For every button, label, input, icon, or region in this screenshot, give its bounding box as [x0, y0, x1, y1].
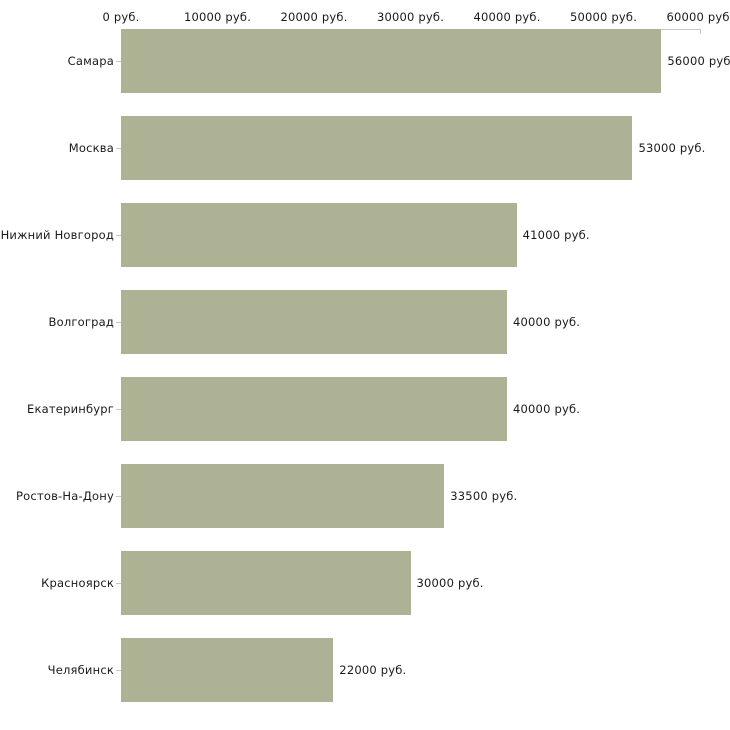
y-axis-tick — [116, 583, 121, 584]
bar[interactable] — [121, 203, 517, 267]
x-axis-tick — [700, 29, 701, 34]
bar[interactable] — [121, 464, 445, 528]
bar-value-label: 33500 руб. — [450, 489, 518, 503]
y-axis-tick — [116, 670, 121, 671]
y-axis-category-label: Ростов-На-Дону — [16, 489, 114, 503]
y-axis-tick — [116, 148, 121, 149]
x-axis-tick-label: 20000 руб. — [280, 10, 348, 24]
bar[interactable] — [121, 377, 507, 441]
y-axis-tick — [116, 409, 121, 410]
x-axis-tick-label: 50000 руб. — [569, 10, 638, 24]
y-axis-tick — [116, 235, 121, 236]
y-axis-category-labels: Самара Москва Нижний Новгород Волгоград Екат… — [0, 0, 114, 730]
y-axis-tick — [116, 496, 121, 497]
y-axis-category-label: Волгоград — [48, 315, 114, 329]
x-axis-tick-label: 60000 руб. — [666, 10, 730, 24]
bar-value-label: 22000 руб. — [339, 663, 407, 677]
bar[interactable] — [121, 116, 633, 180]
x-axis-tick-label: 30000 руб. — [376, 10, 445, 24]
y-axis-category-label: Нижний Новгород — [0, 228, 114, 242]
x-axis-tick-label: 40000 руб. — [473, 10, 541, 24]
bar-value-label: 41000 руб. — [522, 228, 590, 242]
bar[interactable] — [121, 551, 411, 615]
y-axis-category-label: Самара — [67, 54, 114, 68]
bar-value-label: 30000 руб. — [416, 576, 484, 590]
x-axis-tick-label: 10000 руб. — [183, 10, 252, 24]
bar-value-label: 53000 руб. — [638, 141, 706, 155]
y-axis-category-label: Екатеринбург — [27, 402, 114, 416]
bar-value-label: 56000 руб. — [667, 54, 730, 68]
bar[interactable] — [121, 290, 507, 354]
y-axis-tick — [116, 61, 121, 62]
y-axis-tick — [116, 322, 121, 323]
y-axis-category-label: Красноярск — [41, 576, 114, 590]
bar[interactable] — [121, 29, 662, 93]
bar-value-label: 40000 руб. — [513, 402, 581, 416]
y-axis-category-label: Москва — [68, 141, 114, 155]
y-axis-category-label: Челябинск — [47, 663, 114, 677]
x-axis-tick-label: 0 руб. — [102, 10, 140, 24]
bar-value-label: 40000 руб. — [513, 315, 581, 329]
bar[interactable] — [121, 638, 334, 702]
